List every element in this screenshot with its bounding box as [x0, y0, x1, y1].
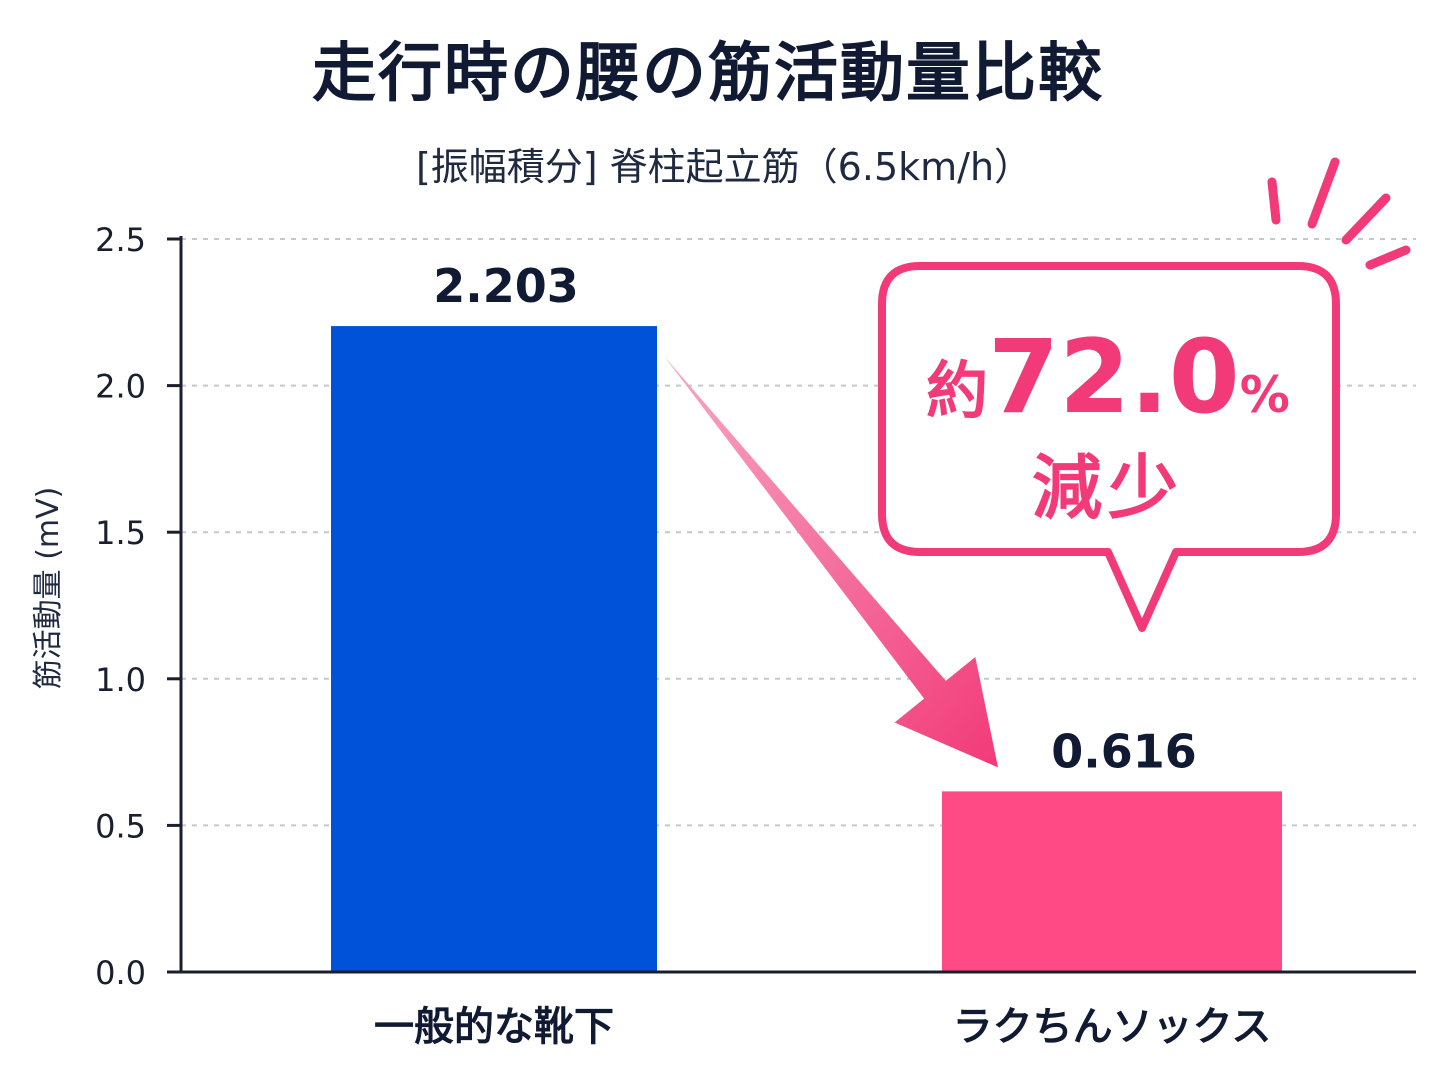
chart-subtitle: [振幅積分] 脊柱起立筋（6.5km/h）	[415, 145, 1033, 189]
y-tick-label: 0.0	[95, 954, 146, 992]
callout-bubble	[878, 262, 1340, 632]
axes	[179, 236, 1416, 974]
y-tick-label: 1.5	[95, 514, 146, 552]
bars: 2.203 0.616	[331, 259, 1282, 972]
y-tick-label: 0.5	[95, 807, 146, 845]
callout-value: 72.0	[988, 318, 1240, 437]
x-category-label: 一般的な靴下	[374, 1004, 614, 1050]
y-tick-labels: 0.0 0.5 1.0 1.5 2.0 2.5	[95, 221, 181, 992]
y-tick-label: 1.0	[95, 661, 146, 699]
bar-value-label: 2.203	[433, 259, 579, 313]
y-axis-label: 筋活動量 (mV)	[31, 487, 66, 690]
bar-2	[942, 791, 1282, 972]
arrow-shape	[664, 356, 998, 768]
bar-1	[331, 326, 657, 972]
chart-title: 走行時の腰の筋活動量比較	[312, 37, 1104, 111]
callout-unit: %	[1240, 366, 1290, 424]
bar-value-label: 0.616	[1051, 724, 1197, 778]
y-tick-label: 2.5	[95, 221, 146, 259]
y-tick-label: 2.0	[95, 368, 146, 406]
callout-prefix: 約	[926, 354, 988, 427]
callout-text: 減少	[1032, 447, 1184, 529]
reduction-callout: 約72.0% 減少	[878, 157, 1411, 632]
callout-headline: 約72.0%	[926, 318, 1290, 437]
x-tick-labels: 一般的な靴下 ラクちんソックス	[374, 1004, 1271, 1050]
decrease-arrow	[664, 356, 998, 768]
x-category-label: ラクちんソックス	[953, 1004, 1272, 1050]
burst-lines	[1267, 157, 1411, 270]
